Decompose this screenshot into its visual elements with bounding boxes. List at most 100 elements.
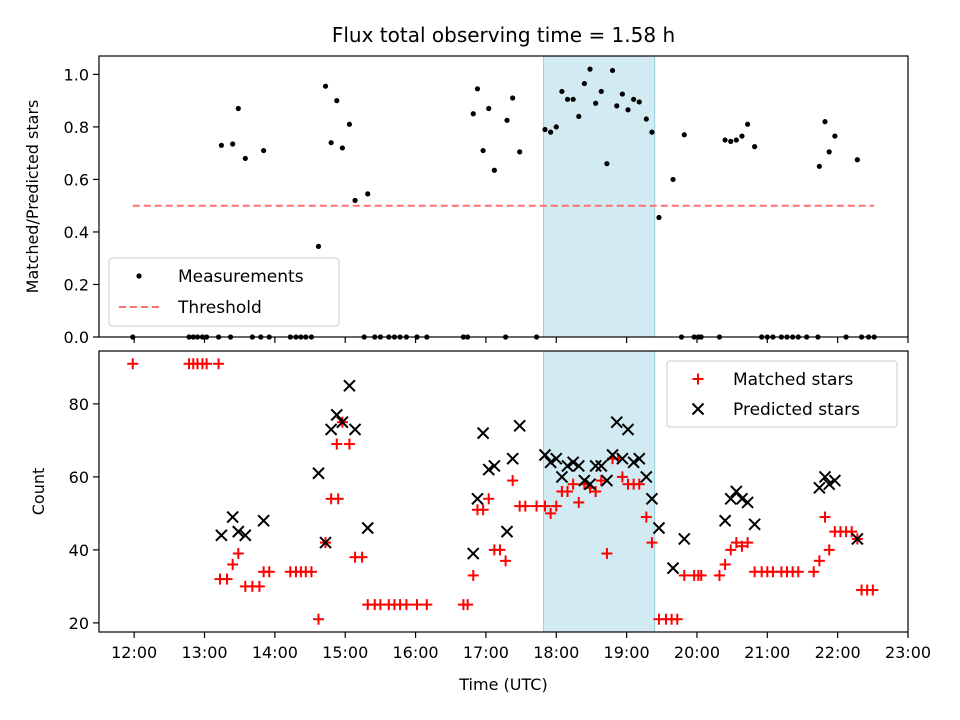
predicted-star-39-b [640, 470, 653, 484]
predicted-star-38 [633, 452, 646, 465]
legend-matched-glyph [692, 373, 704, 385]
predicted-star-21-b [538, 448, 552, 462]
x-tick-label-2: 14:00 [252, 643, 298, 662]
matched-star-71 [646, 537, 658, 549]
matched-star-84 [736, 540, 748, 552]
measurement-point-8 [218, 142, 225, 148]
matched-star-53 [545, 507, 557, 519]
matched-star-52 [539, 500, 551, 512]
measurement-point-10 [235, 105, 241, 112]
predicted-star-1-b [226, 510, 239, 524]
predicted-star-39 [640, 470, 653, 484]
predicted-star-47-b [735, 492, 749, 506]
matched-star-8 [221, 573, 233, 585]
predicted-star-17-b [488, 459, 501, 473]
top-y-axis-label: Matched/Predicted stars [23, 100, 42, 294]
top-legend-box [108, 257, 340, 327]
measurement-point-43 [486, 105, 492, 112]
predicted-star-10 [343, 379, 356, 392]
predicted-star-13-b [467, 547, 480, 560]
measurement-point-65 [625, 107, 631, 113]
matched-star-20 [305, 566, 317, 578]
legend-predicted-glyph-b [691, 402, 705, 416]
predicted-star-27-b [572, 459, 585, 473]
bottom-axes: 12:00 13:00 14:00 15:00 16:00 17:00 18:00 19:00… [69, 395, 931, 662]
matched-star-21 [312, 613, 324, 625]
legend-predicted-label: Predicted stars [733, 400, 860, 420]
matched-star-93 [792, 566, 804, 578]
predicted-star-12 [361, 521, 374, 535]
x-tick-label-8: 20:00 [674, 643, 720, 662]
x-axis-label: Time (UTC) [458, 675, 547, 694]
x-tick-label-1: 13:00 [181, 643, 227, 662]
matched-star-25 [332, 493, 344, 505]
predicted-star-16-b [482, 463, 495, 476]
predicted-star-48 [741, 496, 754, 509]
chart-title: Flux total observing time = 1.58 h [332, 23, 675, 47]
legend-threshold-label: Threshold [177, 298, 262, 318]
x-tick-label-0: 12:00 [111, 643, 157, 662]
top-y-tick-label-3: 0.6 [64, 170, 89, 189]
predicted-star-32-b [600, 474, 614, 487]
matched-star-0 [127, 358, 139, 370]
predicted-star-47 [735, 492, 749, 506]
predicted-star-28-b [578, 474, 591, 487]
legend-predicted-glyph [691, 402, 705, 416]
measurement-point-9 [230, 141, 236, 147]
predicted-star-22 [544, 456, 557, 469]
matched-star-6 [213, 358, 225, 370]
predicted-star-20 [513, 419, 526, 433]
matched-star-41 [467, 569, 479, 581]
measurement-point-69 [649, 129, 655, 135]
predicted-star-31-b [595, 459, 608, 473]
predicted-star-15-b [476, 426, 490, 440]
predicted-star-17 [488, 459, 501, 473]
measurement-point-24 [334, 98, 340, 104]
predicted-star-16 [482, 463, 495, 476]
predicted-star-15 [476, 426, 490, 440]
predicted-star-33-b [606, 448, 619, 462]
predicted-star-38-b [633, 452, 646, 465]
measurement-point-66 [631, 96, 637, 102]
matched-star-13 [253, 580, 265, 592]
predicted-star-27 [572, 459, 585, 473]
top-y-tick-label-2: 0.4 [64, 223, 89, 242]
predicted-star-34-b [610, 415, 623, 429]
measurement-point-70 [656, 214, 662, 221]
predicted-star-19 [506, 452, 519, 465]
predicted-star-25-b [561, 459, 574, 473]
measurement-point-52 [553, 124, 559, 130]
measurement-point-58 [587, 66, 593, 72]
predicted-star-52-b [823, 477, 836, 491]
measurement-point-23 [328, 140, 334, 146]
matched-star-38 [421, 599, 433, 611]
x-tick-label-7: 19:00 [604, 643, 650, 662]
matched-star-43 [477, 504, 489, 516]
measurement-point-93 [816, 163, 822, 169]
measurement-point-44 [491, 167, 497, 173]
predicted-star-42-b [666, 561, 680, 575]
predicted-star-51 [818, 470, 832, 484]
measurement-point-55 [570, 96, 576, 102]
predicted-star-34 [610, 415, 623, 429]
matched-star-85 [742, 537, 754, 549]
matched-star-57 [567, 478, 579, 490]
predicted-star-0 [215, 529, 228, 542]
matched-star-96 [819, 511, 831, 523]
predicted-star-29-b [583, 477, 597, 491]
top-axes: 0.0 0.2 0.4 0.6 0.8 1.0 [64, 65, 909, 347]
measurement-point-63 [614, 103, 620, 109]
predicted-star-5-b [312, 467, 325, 480]
predicted-star-43-b [678, 532, 691, 546]
predicted-star-40-b [645, 492, 659, 506]
predicted-star-53-b [828, 474, 842, 487]
measurement-point-48 [517, 149, 523, 155]
predicted-star-2 [232, 525, 245, 538]
matched-star-9 [227, 558, 239, 570]
measurement-point-98 [854, 157, 860, 163]
matched-star-54 [550, 500, 562, 512]
measurement-point-80 [733, 137, 739, 143]
predicted-star-9 [336, 415, 349, 429]
predicted-star-21 [538, 448, 552, 462]
